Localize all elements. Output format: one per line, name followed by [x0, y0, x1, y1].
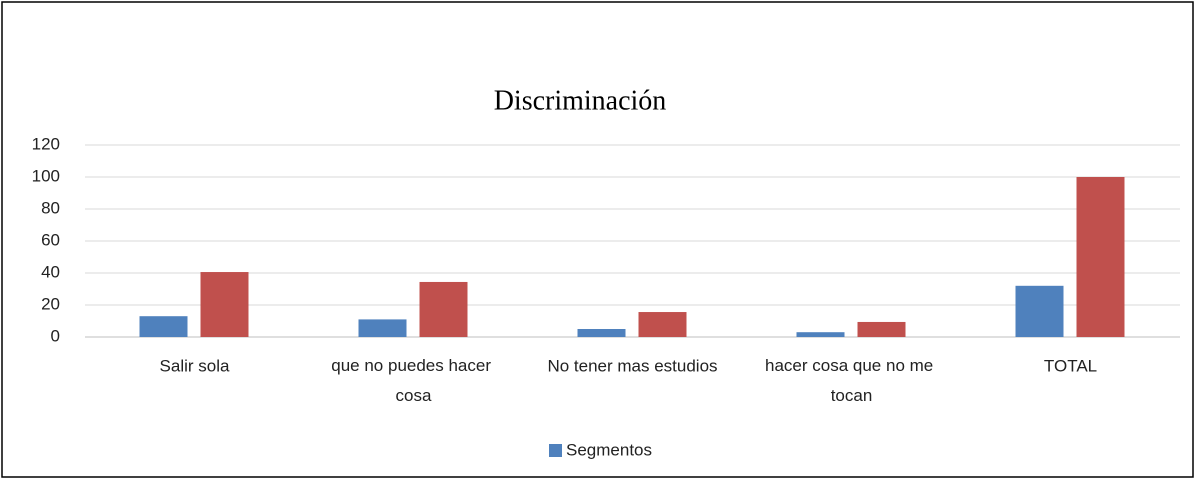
bar — [1015, 285, 1064, 337]
y-tick-label: 0 — [51, 326, 60, 345]
x-tick-label: Salir sola — [160, 356, 230, 375]
bar — [200, 272, 249, 337]
bar — [1076, 177, 1125, 337]
legend-label: Segmentos — [566, 440, 652, 459]
chart-title: Discriminación — [494, 85, 667, 116]
bar — [139, 316, 188, 337]
y-tick-label: 120 — [32, 134, 60, 153]
bar — [857, 321, 906, 337]
x-tick-label: que no puedes hacer cosa — [331, 356, 495, 405]
bar — [577, 329, 626, 337]
bar — [796, 332, 845, 337]
y-tick-label: 60 — [41, 230, 60, 249]
legend-swatch — [549, 444, 562, 457]
bar — [358, 319, 407, 337]
y-tick-label: 80 — [41, 198, 60, 217]
bar — [419, 281, 468, 337]
y-tick-label: 100 — [32, 166, 60, 185]
bar — [638, 312, 687, 337]
x-tick-label: hacer cosa que no me tocan — [765, 356, 938, 405]
y-tick-label: 20 — [41, 294, 60, 313]
y-tick-label: 40 — [41, 262, 60, 281]
x-tick-label: TOTAL — [1044, 356, 1097, 375]
x-tick-label: No tener mas estudios — [547, 356, 717, 375]
